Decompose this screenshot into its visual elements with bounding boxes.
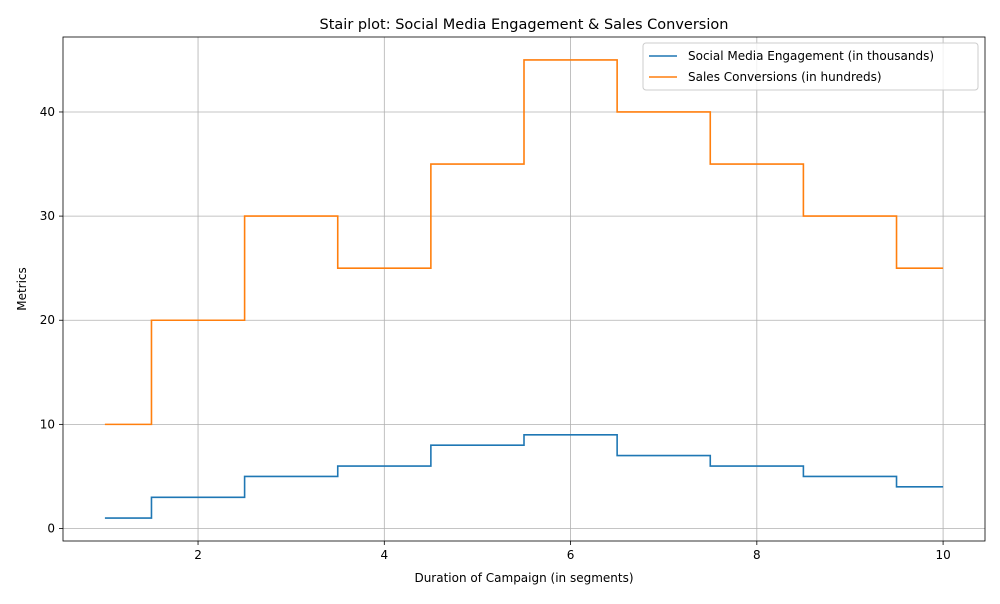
x-tick-label: 4 bbox=[380, 548, 388, 562]
axis-ticks: 2 4 6 8 10 0 10 20 30 40 bbox=[40, 105, 951, 562]
y-tick-label: 10 bbox=[40, 417, 55, 431]
legend: Social Media Engagement (in thousands) Sa… bbox=[642, 42, 979, 91]
y-axis-label: Metrics bbox=[15, 267, 29, 311]
legend-box bbox=[642, 42, 979, 91]
y-tick-label: 0 bbox=[47, 522, 55, 536]
x-axis-label: Duration of Campaign (in segments) bbox=[414, 571, 633, 585]
x-tick-label: 8 bbox=[753, 548, 761, 562]
plot-frame bbox=[62, 36, 986, 542]
series-line-2 bbox=[104, 59, 944, 426]
y-tick-label: 30 bbox=[40, 209, 55, 223]
x-tick-label: 2 bbox=[194, 548, 202, 562]
series-line-1 bbox=[104, 433, 944, 519]
x-tick-label: 10 bbox=[935, 548, 950, 562]
x-tick-label: 6 bbox=[567, 548, 575, 562]
chart-title: Stair plot: Social Media Engagement & Sa… bbox=[320, 17, 729, 33]
legend-label: Social Media Engagement (in thousands) bbox=[688, 49, 934, 63]
series-group bbox=[104, 59, 944, 519]
y-tick-label: 40 bbox=[40, 105, 55, 119]
y-tick-label: 20 bbox=[40, 313, 55, 327]
legend-label: Sales Conversions (in hundreds) bbox=[688, 70, 882, 84]
